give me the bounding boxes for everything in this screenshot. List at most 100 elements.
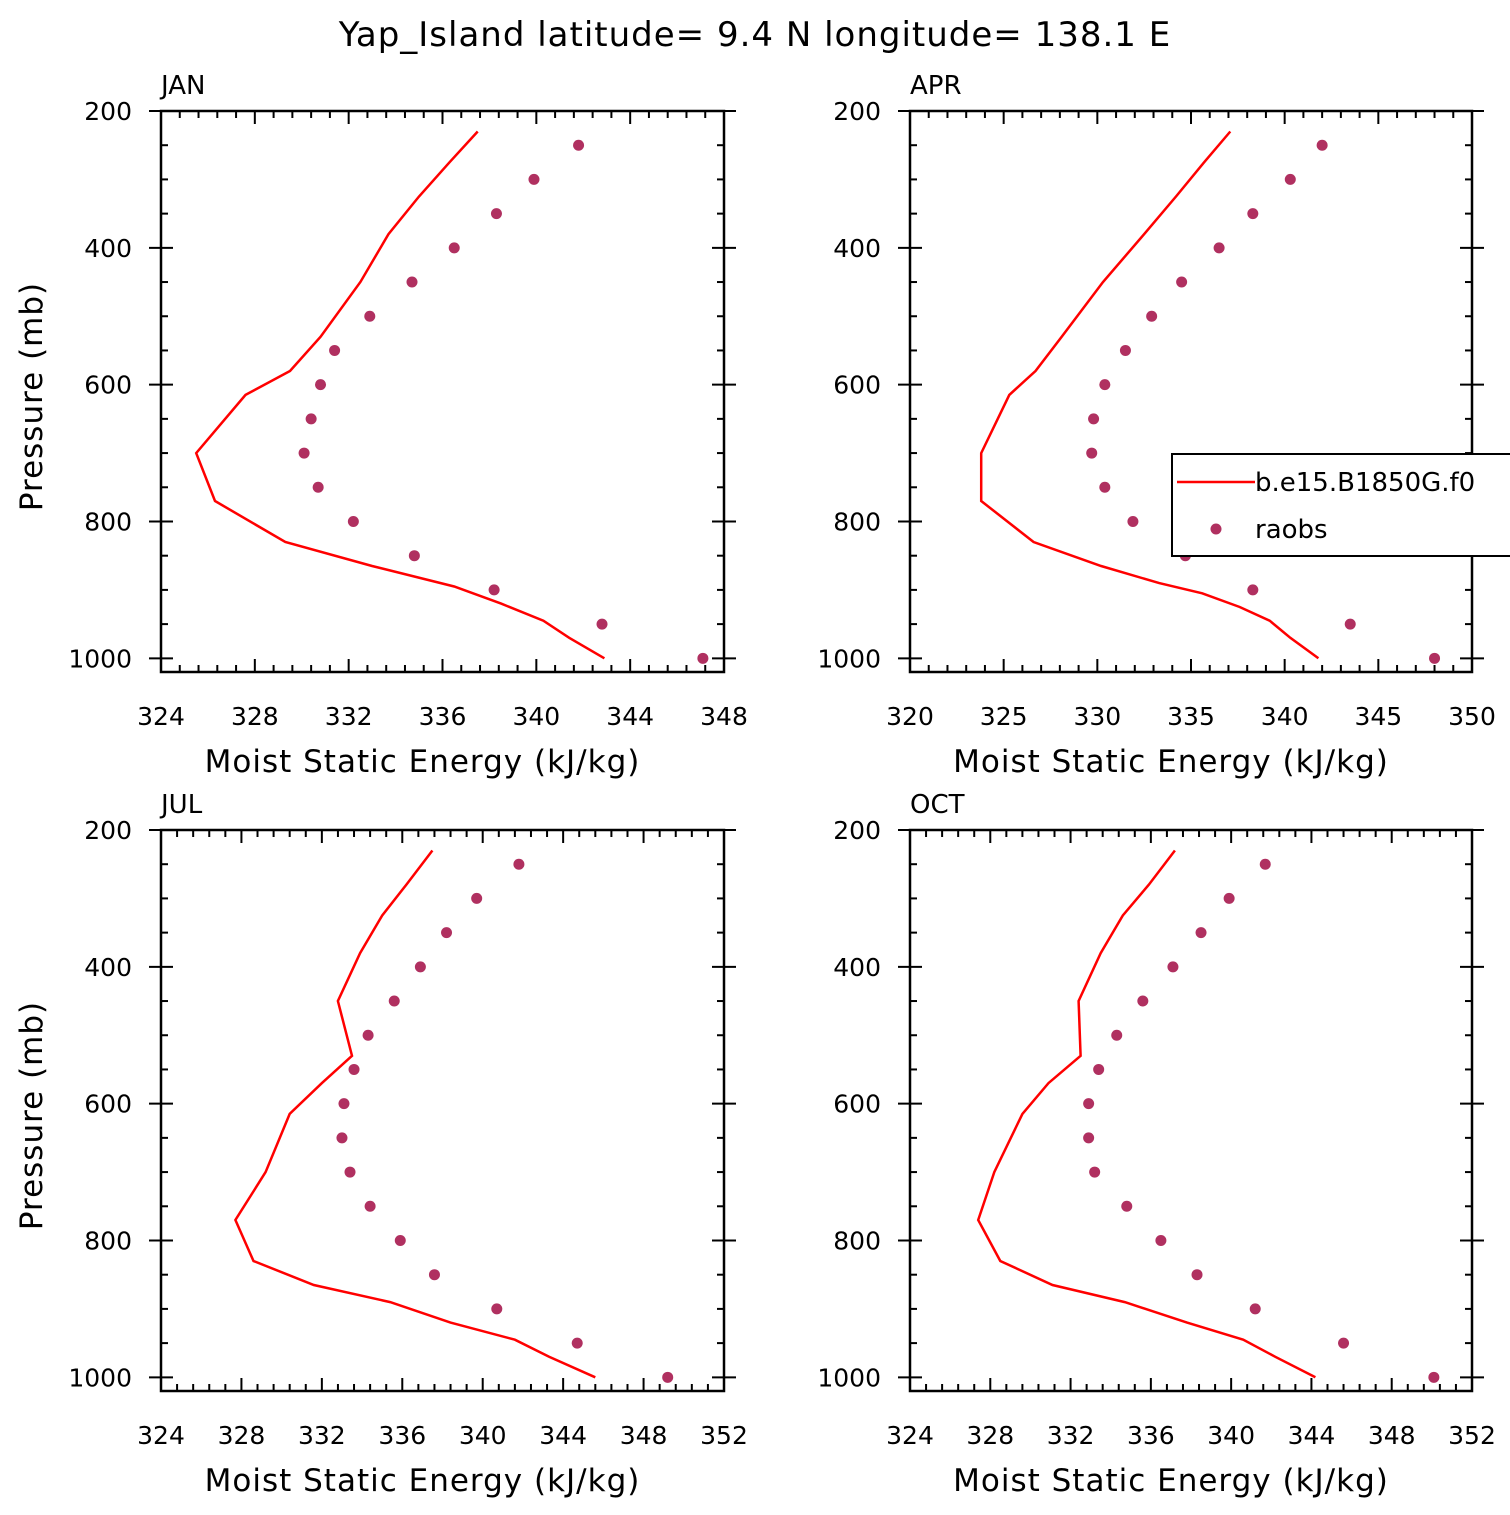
- obs-point: [336, 1132, 348, 1144]
- x-tick-label: 352: [700, 1421, 748, 1450]
- y-tick-label: 400: [84, 953, 132, 982]
- x-tick-label: 344: [1288, 1421, 1336, 1450]
- y-tick-label: 1000: [817, 644, 881, 673]
- obs-point: [1191, 1269, 1203, 1281]
- y-tick-label: 200: [833, 97, 881, 126]
- obs-point: [329, 344, 341, 356]
- obs-point: [1121, 1200, 1133, 1212]
- x-tick-label: 348: [620, 1421, 668, 1450]
- x-tick-label: 332: [298, 1421, 346, 1450]
- obs-point: [513, 858, 525, 870]
- obs-point: [1099, 481, 1111, 493]
- obs-point: [573, 139, 585, 151]
- obs-point: [448, 242, 460, 254]
- y-tick-label: 800: [84, 1226, 132, 1255]
- x-tick-label: 340: [1261, 702, 1309, 731]
- panel-label: APR: [910, 71, 962, 101]
- obs-point: [394, 1234, 406, 1246]
- obs-point: [1316, 139, 1328, 151]
- obs-point: [1429, 652, 1441, 664]
- x-tick-label: 345: [1354, 702, 1402, 731]
- x-tick-label: 324: [886, 1421, 934, 1450]
- panel-apr: APR 320 325 330 335 340 345 350 200 400 600 800 1000…: [817, 71, 1495, 780]
- obs-point: [662, 1371, 674, 1383]
- obs-point: [491, 1303, 503, 1315]
- x-tick-label: 332: [1047, 1421, 1095, 1450]
- x-tick-label: 320: [886, 702, 934, 731]
- panel-label: JAN: [159, 71, 205, 101]
- obs-point: [471, 892, 483, 904]
- panel-label: OCT: [910, 790, 965, 820]
- obs-point: [1119, 344, 1131, 356]
- x-tick-label: 336: [419, 702, 467, 731]
- obs-point: [1089, 1166, 1101, 1178]
- x-tick-label: 324: [137, 1421, 185, 1450]
- x-tick-label: 328: [218, 1421, 266, 1450]
- obs-point: [1247, 208, 1259, 220]
- x-tick-label: 340: [512, 702, 560, 731]
- x-tick-label: 348: [1368, 1421, 1416, 1450]
- obs-point: [1088, 413, 1100, 425]
- x-tick-label: 352: [1448, 1421, 1496, 1450]
- panel-label: JUL: [159, 790, 203, 820]
- obs-point: [315, 379, 327, 391]
- x-axis-label: Moist Static Energy (kJ/kg): [953, 1463, 1389, 1499]
- obs-point: [408, 550, 420, 562]
- obs-point: [1099, 379, 1111, 391]
- obs-point: [1083, 1098, 1095, 1110]
- obs-point: [1137, 995, 1149, 1007]
- obs-point: [1093, 1063, 1105, 1075]
- x-tick-label: 328: [966, 1421, 1014, 1450]
- obs-point: [1284, 173, 1296, 185]
- obs-point: [344, 1166, 356, 1178]
- obs-point: [1249, 1303, 1261, 1315]
- model-series-line: [194, 130, 606, 660]
- obs-point: [348, 1063, 360, 1075]
- obs-point: [1176, 276, 1188, 288]
- obs-point: [362, 1029, 374, 1041]
- obs-point: [1247, 584, 1259, 596]
- obs-point: [528, 173, 540, 185]
- plot-frame: [159, 109, 726, 674]
- y-tick-label: 400: [833, 234, 881, 263]
- obs-point: [428, 1269, 440, 1281]
- legend-obs-swatch: [1210, 523, 1222, 535]
- y-tick-label: 400: [84, 234, 132, 263]
- obs-point: [490, 208, 502, 220]
- model-series-line: [976, 849, 1316, 1379]
- plot-frame: [159, 828, 726, 1393]
- obs-point: [347, 515, 359, 527]
- x-tick-label: 350: [1448, 702, 1496, 731]
- panel-oct: OCT 324 328 332 336 340 344 348 352 200 400 600 800 1…: [817, 790, 1495, 1499]
- y-tick-label: 800: [833, 1226, 881, 1255]
- legend-obs-label: raobs: [1255, 515, 1328, 545]
- y-tick-label: 800: [84, 507, 132, 536]
- obs-point: [312, 481, 324, 493]
- y-axis-label: Pressure (mb): [14, 1001, 50, 1230]
- obs-point: [1344, 618, 1356, 630]
- obs-point: [488, 584, 500, 596]
- obs-point: [414, 961, 426, 973]
- y-tick-label: 1000: [817, 1363, 881, 1392]
- x-tick-label: 344: [539, 1421, 587, 1450]
- x-tick-label: 344: [606, 702, 654, 731]
- x-tick-label: 325: [980, 702, 1028, 731]
- obs-point: [441, 927, 453, 939]
- y-axis-label: Pressure (mb): [14, 282, 50, 511]
- panel-jul: JUL 324 328 332 336 340 344 348 352 200 400 600 800 1…: [14, 790, 748, 1499]
- y-tick-label: 200: [84, 816, 132, 845]
- obs-point: [596, 618, 608, 630]
- obs-point: [364, 310, 376, 322]
- obs-point: [1146, 310, 1158, 322]
- y-tick-label: 600: [833, 371, 881, 400]
- x-tick-label: 340: [459, 1421, 507, 1450]
- obs-point: [697, 652, 709, 664]
- obs-point: [571, 1337, 583, 1349]
- y-tick-label: 600: [84, 1090, 132, 1119]
- legend: b.e15.B1850G.f0 raobs: [1171, 453, 1510, 557]
- x-tick-label: 336: [378, 1421, 426, 1450]
- obs-point: [1127, 515, 1139, 527]
- x-tick-label: 328: [231, 702, 279, 731]
